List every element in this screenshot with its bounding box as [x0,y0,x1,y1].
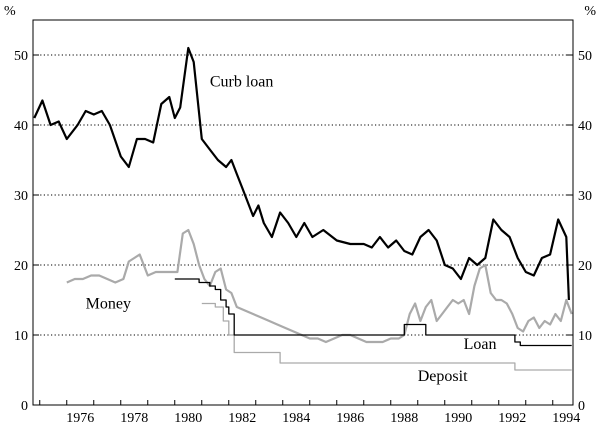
y-tick-label-right: 30 [578,189,592,204]
y-tick-label-left: 50 [14,49,28,64]
y-tick-label-right: 10 [578,329,592,344]
x-tick-label: 1976 [66,411,94,426]
series-line-loan [174,278,572,347]
x-tick-label: 1994 [552,411,580,426]
y-tick-label-right: 40 [578,119,592,134]
y-tick-label-left: 0 [21,399,28,414]
series-label-money: Money [86,295,131,312]
y-tick-label-right: 50 [578,49,592,64]
y-unit-left: % [4,4,16,19]
y-tick-label-left: 10 [14,329,28,344]
x-tick-label: 1992 [498,411,526,426]
y-tick-label-left: 30 [14,189,28,204]
series-line-deposit [201,302,572,371]
y-tick-label-right: 20 [578,259,592,274]
series-label-deposit: Deposit [418,368,468,385]
series-annotations: Curb loan Money Loan Deposit [86,74,497,386]
x-tick-label: 1990 [444,411,472,426]
y-tick-label-left: 20 [14,259,28,274]
y-unit-right: % [584,4,596,19]
series-label-curb-loan: Curb loan [210,74,274,91]
x-tick-label: 1988 [390,411,418,426]
x-tick-label: 1978 [120,411,148,426]
axes: 0 0 10 10 20 20 30 30 40 40 50 50 1976 1978 1980 1982 19… [14,49,592,426]
x-tick-label: 1982 [228,411,256,426]
series-line-money [66,228,573,344]
y-tick-label-left: 40 [14,119,28,134]
series-label-loan: Loan [464,336,497,353]
y-tick-label-right: 0 [578,399,585,414]
series-line-curb-loan [33,46,570,301]
plot-frame [32,19,574,406]
x-tick-label: 1980 [174,411,202,426]
x-tick-label: 1986 [336,411,364,426]
series-lines [33,46,573,371]
x-tick-label: 1984 [282,411,310,426]
